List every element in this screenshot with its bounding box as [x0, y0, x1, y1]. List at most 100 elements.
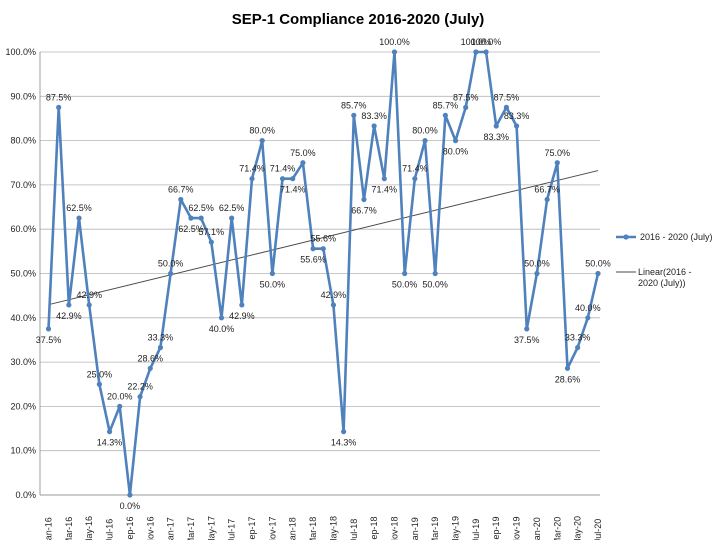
x-tick-label: Mar-18	[308, 517, 318, 540]
data-label: 50.0%	[422, 280, 448, 290]
x-tick-label: Jan-19	[410, 517, 420, 540]
x-tick-label: May-19	[451, 516, 461, 540]
data-point	[86, 302, 92, 308]
data-label: 42.9%	[229, 311, 255, 321]
data-label: 20.0%	[107, 391, 133, 401]
data-label: 37.5%	[36, 335, 62, 345]
x-tick-label: Sep-19	[491, 516, 501, 540]
data-point	[106, 429, 113, 435]
data-label: 87.5%	[494, 92, 520, 102]
data-label: 83.3%	[483, 132, 509, 142]
data-label: 100.0%	[471, 37, 502, 47]
data-point	[137, 394, 143, 400]
data-point	[595, 270, 601, 277]
data-label: 71.4%	[239, 164, 265, 174]
data-label: 66.7%	[168, 185, 194, 195]
data-label: 57.1%	[199, 227, 225, 237]
data-label: 66.7%	[534, 185, 560, 195]
data-point	[127, 492, 133, 498]
y-tick-label: 40.0%	[10, 313, 36, 323]
data-label: 42.9%	[321, 290, 347, 300]
x-tick-label: Jul-17	[227, 519, 237, 540]
chart-title: SEP-1 Compliance 2016-2020 (July)	[232, 11, 485, 28]
data-label: 85.7%	[433, 100, 459, 110]
y-tick-label: 20.0%	[10, 401, 36, 411]
data-point	[45, 326, 52, 332]
data-point	[402, 270, 408, 277]
data-label: 25.0%	[87, 369, 113, 379]
y-tick-label: 0.0%	[15, 490, 36, 500]
data-label: 62.5%	[178, 224, 204, 234]
data-label: 80.0%	[249, 126, 275, 136]
data-label: 71.4%	[270, 164, 296, 174]
data-point	[422, 138, 428, 144]
data-point	[391, 49, 398, 55]
data-point	[320, 246, 326, 252]
data-label: 33.3%	[148, 332, 174, 342]
x-tick-label: Sep-16	[125, 516, 135, 540]
data-label: 87.5%	[46, 92, 72, 102]
data-label: 62.5%	[188, 203, 214, 213]
y-axis: 0.0% 10.0% 20.0% 30.0% 40.0% 50.0% 60.0% 70.0% 8…	[5, 47, 41, 500]
x-tick-label: Jul-18	[349, 519, 359, 540]
data-point	[96, 381, 102, 387]
data-label: 33.3%	[565, 332, 591, 342]
data-label: 28.6%	[555, 374, 581, 384]
y-tick-label: 30.0%	[10, 357, 36, 367]
data-label: 0.0%	[120, 501, 141, 511]
x-tick-label: Jan-20	[532, 517, 542, 540]
y-tick-label: 10.0%	[10, 446, 36, 456]
data-point	[452, 138, 459, 144]
legend: 2016 - 2020 (July) Linear(2016 - 2020 (Ju…	[616, 232, 713, 288]
data-label: 40.0%	[209, 324, 235, 334]
data-point	[513, 123, 520, 129]
data-label: 71.4%	[402, 164, 428, 174]
data-label: 66.7%	[351, 206, 377, 216]
data-point	[473, 49, 479, 55]
x-tick-label: Sep-18	[369, 516, 379, 540]
data-label: 75.0%	[290, 148, 316, 158]
data-point	[290, 176, 296, 182]
data-label: 55.6%	[310, 234, 336, 244]
x-tick-label: Jan-18	[288, 517, 298, 540]
data-label: 80.0%	[412, 126, 438, 136]
data-label: 37.5%	[514, 335, 540, 345]
data-label: 50.0%	[260, 280, 286, 290]
x-tick-label: May-17	[206, 516, 216, 540]
data-point	[381, 176, 387, 182]
x-tick-label: May-16	[84, 516, 94, 540]
data-point	[300, 160, 306, 166]
y-tick-label: 80.0%	[10, 136, 36, 146]
y-tick-label: 70.0%	[10, 180, 36, 190]
data-point	[493, 123, 499, 129]
data-point	[544, 196, 550, 203]
data-label: 42.9%	[76, 290, 102, 300]
data-point	[463, 104, 469, 110]
data-point	[351, 112, 357, 118]
x-tick-label: May-18	[328, 516, 338, 540]
data-point	[178, 196, 184, 203]
data-label: 83.3%	[361, 111, 387, 121]
data-point	[117, 403, 123, 409]
data-label: 71.4%	[372, 185, 398, 195]
data-point	[371, 123, 377, 129]
data-point	[249, 176, 255, 182]
data-label: 50.0%	[585, 259, 611, 269]
data-point	[412, 176, 418, 182]
data-point	[483, 49, 489, 55]
data-label: 62.5%	[66, 203, 92, 213]
data-label: 14.3%	[97, 438, 123, 448]
data-point	[585, 315, 591, 321]
x-tick-label: Mar-19	[430, 517, 440, 540]
data-label: 55.6%	[300, 255, 326, 265]
data-point	[76, 215, 82, 221]
x-axis: Jan-16 Mar-16 May-16 Jul-16 Sep-16 Nov-16 Jan-…	[40, 494, 603, 540]
data-label: 100.0%	[461, 37, 492, 47]
data-point	[239, 302, 245, 308]
data-point	[229, 215, 235, 221]
x-tick-label: Jan-16	[44, 517, 54, 540]
data-labels: 37.5% 87.5% 42.9% 62.5% 42.9% 25.0% 14.3% 20.0%…	[36, 37, 611, 511]
data-point	[330, 302, 337, 308]
data-point	[310, 246, 316, 252]
